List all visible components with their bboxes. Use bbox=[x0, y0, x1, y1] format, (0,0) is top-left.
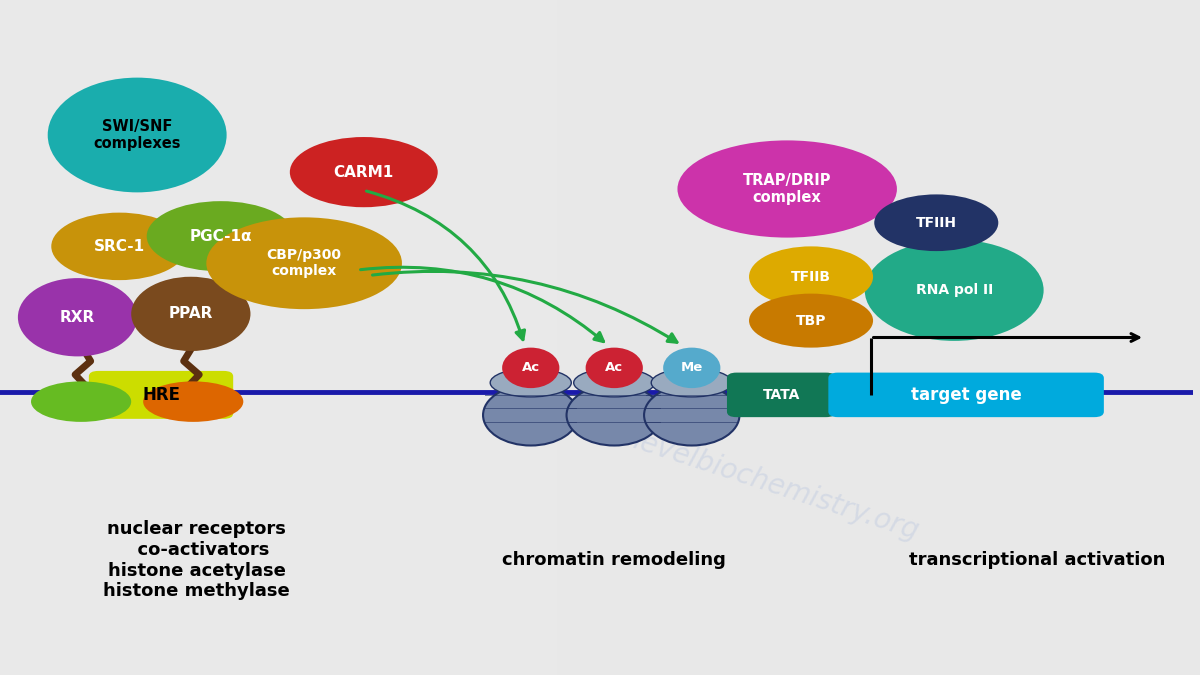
FancyArrowPatch shape bbox=[366, 191, 524, 340]
Text: CARM1: CARM1 bbox=[334, 165, 394, 180]
Text: TFIIH: TFIIH bbox=[916, 216, 956, 230]
Text: PPAR: PPAR bbox=[169, 306, 214, 321]
Text: TRAP/DRIP
complex: TRAP/DRIP complex bbox=[743, 173, 832, 205]
Ellipse shape bbox=[566, 385, 662, 446]
Text: chromatin remodeling: chromatin remodeling bbox=[503, 551, 726, 569]
Bar bbox=[835, 0, 875, 675]
Bar bbox=[239, 0, 278, 675]
Bar bbox=[478, 0, 517, 675]
Ellipse shape bbox=[484, 385, 578, 446]
Bar bbox=[119, 0, 160, 675]
Bar bbox=[954, 0, 994, 675]
Text: SWI/SNF
complexes: SWI/SNF complexes bbox=[94, 119, 181, 151]
Text: HRE: HRE bbox=[142, 386, 180, 404]
Ellipse shape bbox=[143, 381, 244, 422]
Bar bbox=[596, 0, 636, 675]
Bar bbox=[914, 0, 954, 675]
Bar bbox=[160, 0, 199, 675]
Ellipse shape bbox=[644, 385, 739, 446]
Ellipse shape bbox=[491, 369, 571, 397]
Text: levelbiochemistry.org: levelbiochemistry.org bbox=[629, 427, 922, 545]
Text: TFIIB: TFIIB bbox=[791, 270, 832, 284]
Text: transcriptional activation: transcriptional activation bbox=[910, 551, 1166, 569]
Text: target gene: target gene bbox=[911, 386, 1021, 404]
Ellipse shape bbox=[586, 348, 643, 388]
FancyArrowPatch shape bbox=[360, 267, 604, 342]
Ellipse shape bbox=[678, 140, 896, 238]
Text: Ac: Ac bbox=[605, 361, 623, 375]
Ellipse shape bbox=[749, 246, 874, 307]
Bar bbox=[199, 0, 239, 675]
Ellipse shape bbox=[48, 78, 227, 192]
Bar bbox=[517, 0, 557, 675]
Bar bbox=[715, 0, 755, 675]
Text: Ac: Ac bbox=[522, 361, 540, 375]
FancyBboxPatch shape bbox=[727, 373, 835, 417]
Bar bbox=[318, 0, 358, 675]
Text: TATA: TATA bbox=[762, 388, 800, 402]
Ellipse shape bbox=[574, 369, 655, 397]
Ellipse shape bbox=[290, 137, 438, 207]
Bar bbox=[994, 0, 1033, 675]
Bar bbox=[437, 0, 478, 675]
Text: PGC-1α: PGC-1α bbox=[190, 229, 252, 244]
Bar bbox=[0, 0, 40, 675]
Bar bbox=[676, 0, 715, 675]
Ellipse shape bbox=[31, 381, 131, 422]
Ellipse shape bbox=[664, 348, 720, 388]
FancyBboxPatch shape bbox=[828, 373, 1104, 417]
FancyBboxPatch shape bbox=[89, 371, 233, 418]
Bar bbox=[755, 0, 796, 675]
Ellipse shape bbox=[749, 294, 874, 348]
Ellipse shape bbox=[502, 348, 559, 388]
Text: SRC-1: SRC-1 bbox=[94, 239, 145, 254]
Text: RXR: RXR bbox=[60, 310, 95, 325]
Ellipse shape bbox=[875, 194, 998, 251]
Bar bbox=[796, 0, 835, 675]
Bar bbox=[636, 0, 676, 675]
Text: Me: Me bbox=[680, 361, 703, 375]
Text: TBP: TBP bbox=[796, 314, 827, 327]
Ellipse shape bbox=[865, 240, 1044, 341]
Ellipse shape bbox=[146, 201, 294, 271]
Bar bbox=[1153, 0, 1193, 675]
Ellipse shape bbox=[18, 278, 137, 356]
Text: RNA pol II: RNA pol II bbox=[916, 284, 992, 297]
Bar bbox=[79, 0, 119, 675]
Bar bbox=[278, 0, 318, 675]
Ellipse shape bbox=[131, 277, 251, 351]
Ellipse shape bbox=[52, 213, 187, 280]
Bar bbox=[557, 0, 596, 675]
Text: CBP/p300
complex: CBP/p300 complex bbox=[266, 248, 342, 278]
Text: nuclear receptors
  co-activators
histone acetylase
histone methylase: nuclear receptors co-activators histone … bbox=[103, 520, 290, 601]
Ellipse shape bbox=[206, 217, 402, 309]
Ellipse shape bbox=[652, 369, 732, 397]
Bar bbox=[1074, 0, 1114, 675]
Bar bbox=[397, 0, 437, 675]
Bar bbox=[875, 0, 914, 675]
FancyArrowPatch shape bbox=[372, 271, 677, 342]
Bar bbox=[358, 0, 397, 675]
Bar bbox=[1033, 0, 1074, 675]
Bar bbox=[40, 0, 79, 675]
Bar bbox=[1114, 0, 1153, 675]
